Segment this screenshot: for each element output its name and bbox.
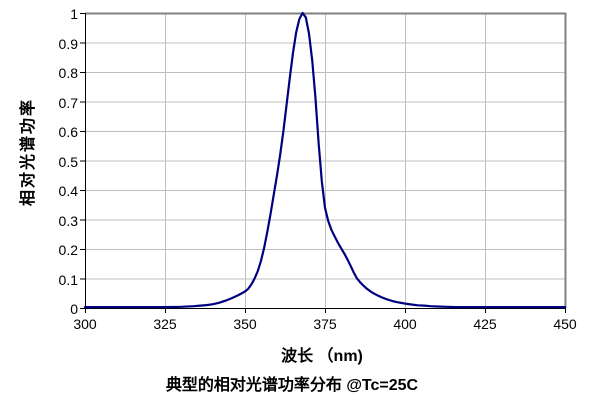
y-tick-label: 1 <box>70 6 78 22</box>
y-tick-label: 0.5 <box>58 153 78 170</box>
x-tick-label: 300 <box>73 316 97 332</box>
y-tick-label: 0.8 <box>58 65 78 81</box>
y-tick-label: 0.3 <box>58 212 78 229</box>
spectral-curve <box>83 11 567 309</box>
x-tick-label: 375 <box>313 316 337 332</box>
y-tick-label: 0.9 <box>58 35 78 52</box>
y-tick-label: 0.6 <box>58 124 78 140</box>
y-tick-label: 0.7 <box>58 94 78 111</box>
y-axis-title: 相对光谱功率 <box>18 97 37 207</box>
x-tick-label: 325 <box>153 316 177 332</box>
x-axis-title: 波长 （nm) <box>281 348 363 365</box>
x-tick-label: 425 <box>473 316 497 332</box>
chart-caption: 典型的相对光谱功率分布 @Tc=25C <box>165 377 419 394</box>
x-tick-label: 350 <box>233 316 257 332</box>
y-tick-label: 0 <box>70 301 78 317</box>
y-tick-label: 0.1 <box>58 271 78 288</box>
y-tick-label: 0.4 <box>58 183 78 199</box>
x-tick-label: 400 <box>393 316 417 332</box>
x-tick-label: 450 <box>553 316 577 332</box>
y-tick-label: 0.2 <box>58 242 78 258</box>
